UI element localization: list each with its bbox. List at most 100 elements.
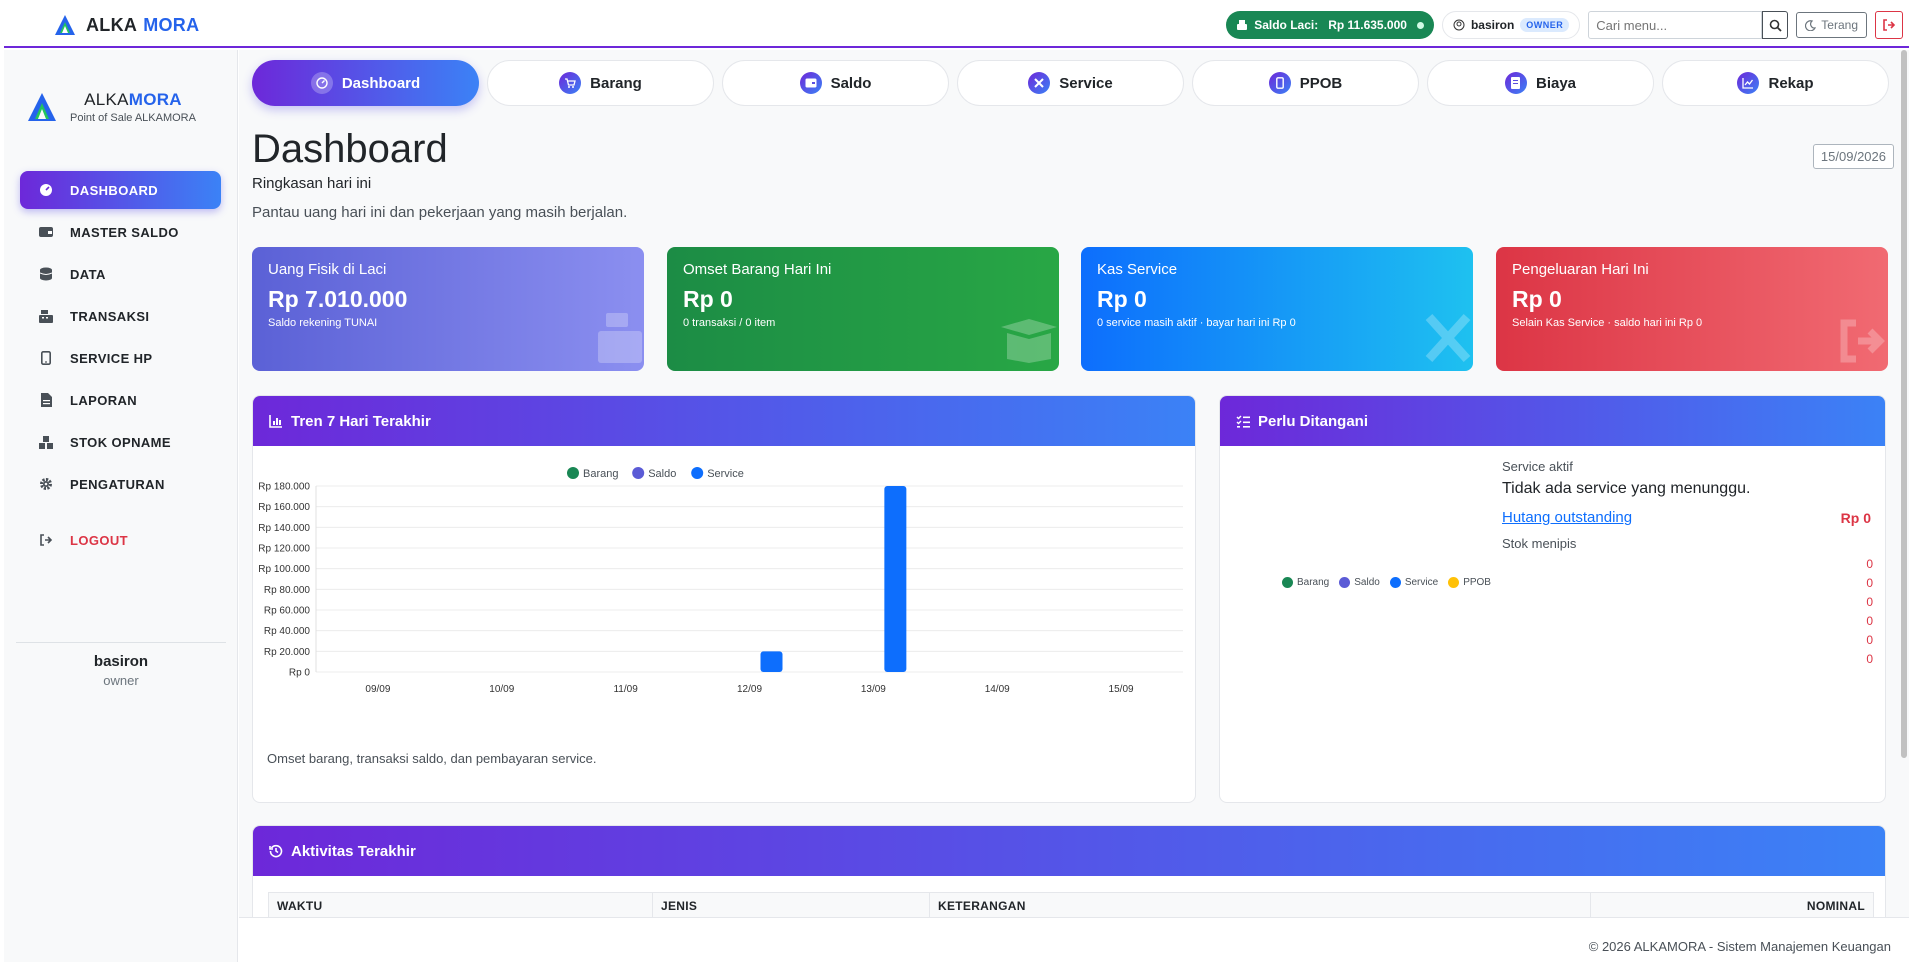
footer: © 2026 ALKAMORA - Sistem Manajemen Keuan… [239, 917, 1909, 962]
database-icon [38, 266, 54, 282]
menu-search [1588, 11, 1789, 39]
mobile-icon [1268, 72, 1291, 94]
legend-swatch [1389, 577, 1401, 588]
tab-rekap[interactable]: Rekap [1662, 60, 1889, 106]
search-input[interactable] [1588, 11, 1763, 39]
sidebar-item-dashboard[interactable]: DASHBOARD [20, 171, 221, 209]
service-empty-text: Tidak ada service yang menunggu. [1502, 480, 1751, 497]
mobile-icon [38, 350, 54, 366]
sidebar-item-label: TRANSAKSI [70, 308, 150, 324]
role-badge: OWNER [1520, 18, 1570, 32]
sidebar-user-name: basiron [93, 653, 149, 670]
tab-ppob[interactable]: PPOB [1192, 60, 1419, 106]
tab-barang[interactable]: Barang [487, 60, 714, 106]
column-header-nominal[interactable]: NOMINAL [1590, 892, 1874, 917]
saldo-laci-value: Rp 11.635.000 [1328, 18, 1407, 32]
legend-label: Saldo [648, 468, 676, 480]
sidebar-brand: ALKAMORA Point of Sale ALKAMORA [26, 90, 196, 124]
logout-top-button[interactable] [1875, 11, 1903, 39]
brand-part-a: ALKA [86, 14, 138, 35]
stat-label: Omset Barang Hari Ini [683, 261, 832, 278]
legend-item-ppob[interactable]: PPOB [1448, 577, 1491, 588]
hutang-value: Rp 0 [1840, 510, 1871, 526]
gauge-icon [310, 72, 333, 94]
tab-label: Barang [590, 74, 642, 92]
chart-bar [760, 651, 783, 672]
page-subtitle: Ringkasan hari ini [252, 175, 372, 192]
stok-value: 0 [1866, 614, 1873, 628]
tasks-icon [1236, 415, 1250, 428]
stat-card-omset-barang: Omset Barang Hari Ini Rp 0 0 transaksi /… [667, 247, 1059, 371]
column-header-jenis[interactable]: JENIS [652, 892, 930, 917]
navbar-brand[interactable]: ALKA MORA [54, 14, 199, 36]
sidebar-item-label: STOK OPNAME [70, 434, 171, 450]
legend-swatch [567, 467, 579, 479]
stok-value: 0 [1866, 652, 1873, 666]
sidebar-item-master-saldo[interactable]: MASTER SALDO [20, 213, 221, 251]
sidebar-item-logout[interactable]: LOGOUT [20, 521, 221, 559]
sidebar-item-service-hp[interactable]: SERVICE HP [20, 339, 221, 377]
x-tick-label: 14/09 [985, 684, 1010, 695]
sign-out-icon [38, 532, 54, 548]
legend-item-barang[interactable]: Barang [1282, 577, 1329, 588]
stat-value: Rp 7.010.000 [268, 286, 408, 312]
sidebar-item-transaksi[interactable]: TRANSAKSI [20, 297, 221, 335]
sidebar-item-data[interactable]: DATA [20, 255, 221, 293]
y-tick-label: Rp 160.000 [258, 502, 310, 513]
table-header-row: WAKTU JENIS KETERANGAN NOMINAL [268, 892, 1874, 917]
x-tick-label: 15/09 [1109, 684, 1134, 695]
stat-card-kas-service: Kas Service Rp 0 0 service masih aktif ·… [1081, 247, 1473, 371]
scrollbar-thumb[interactable] [1901, 50, 1907, 758]
y-tick-label: Rp 20.000 [264, 647, 311, 658]
y-tick-label: Rp 120.000 [258, 544, 310, 555]
box-open-icon [1001, 319, 1057, 363]
stat-label: Pengeluaran Hari Ini [1512, 261, 1649, 278]
page-title: Dashboard [252, 127, 448, 171]
sidebar-divider [16, 642, 226, 643]
theme-toggle-button[interactable]: Terang [1796, 12, 1867, 38]
stat-value: Rp 0 [1512, 286, 1562, 312]
tab-label: Saldo [830, 74, 872, 92]
x-tick-label: 12/09 [737, 684, 762, 695]
legend-item-service[interactable]: Service [1389, 577, 1438, 588]
chart-caption: Omset barang, transaksi saldo, dan pemba… [267, 751, 597, 766]
trend-chart[interactable]: Barang Saldo Service Rp 0 Rp 20.000 Rp 40.000… [253, 446, 1196, 746]
tab-dashboard[interactable]: Dashboard [252, 60, 479, 106]
column-header-waktu[interactable]: WAKTU [268, 892, 653, 917]
activity-panel: Aktivitas Terakhir WAKTU JENIS KETERANGA… [252, 825, 1886, 917]
boxes-icon [38, 434, 54, 450]
x-tick-label: 13/09 [861, 684, 886, 695]
x-tick-label: 09/09 [365, 684, 390, 695]
history-icon [269, 844, 283, 858]
search-button[interactable] [1762, 11, 1789, 39]
chart-area-icon [269, 415, 282, 428]
y-tick-label: Rp 180.000 [258, 482, 310, 493]
legend-item-saldo[interactable]: Saldo [1339, 577, 1380, 588]
sidebar-user-role: owner [103, 673, 139, 688]
alkamora-logo-icon [28, 93, 56, 121]
sidebar-brand-subtitle: Point of Sale ALKAMORA [70, 112, 196, 124]
sidebar-item-laporan[interactable]: LAPORAN [20, 381, 221, 419]
legend-swatch [1282, 577, 1293, 588]
sidebar-item-stok-opname[interactable]: STOK OPNAME [20, 423, 221, 461]
user-menu[interactable]: basiron OWNER [1441, 11, 1581, 39]
wallet-icon [38, 224, 54, 240]
page-scrollbar[interactable] [1899, 50, 1909, 760]
file-icon [38, 392, 54, 408]
stat-sub: 0 service masih aktif · bayar hari ini R… [1097, 317, 1296, 329]
date-badge: 15/09/2026 [1812, 144, 1894, 169]
tab-biaya[interactable]: Biaya [1427, 60, 1654, 106]
sidebar-item-pengaturan[interactable]: PENGATURAN [20, 465, 221, 503]
wallet-icon [799, 72, 822, 94]
tab-service[interactable]: Service [957, 60, 1184, 106]
todo-panel: Perlu Ditangani Barang Saldo Service PPO… [1219, 395, 1886, 803]
column-header-keterangan[interactable]: KETERANGAN [929, 892, 1591, 917]
moon-icon [1805, 19, 1817, 31]
sidebar-item-label: SERVICE HP [70, 350, 153, 366]
hutang-link[interactable]: Hutang outstanding [1502, 509, 1633, 526]
y-tick-label: Rp 80.000 [264, 585, 311, 596]
x-tick-label: 11/09 [613, 684, 638, 695]
service-active-label: Service aktif [1502, 459, 1573, 474]
tab-saldo[interactable]: Saldo [722, 60, 949, 106]
saldo-laci-badge[interactable]: Saldo Laci: Rp 11.635.000 [1226, 11, 1434, 39]
